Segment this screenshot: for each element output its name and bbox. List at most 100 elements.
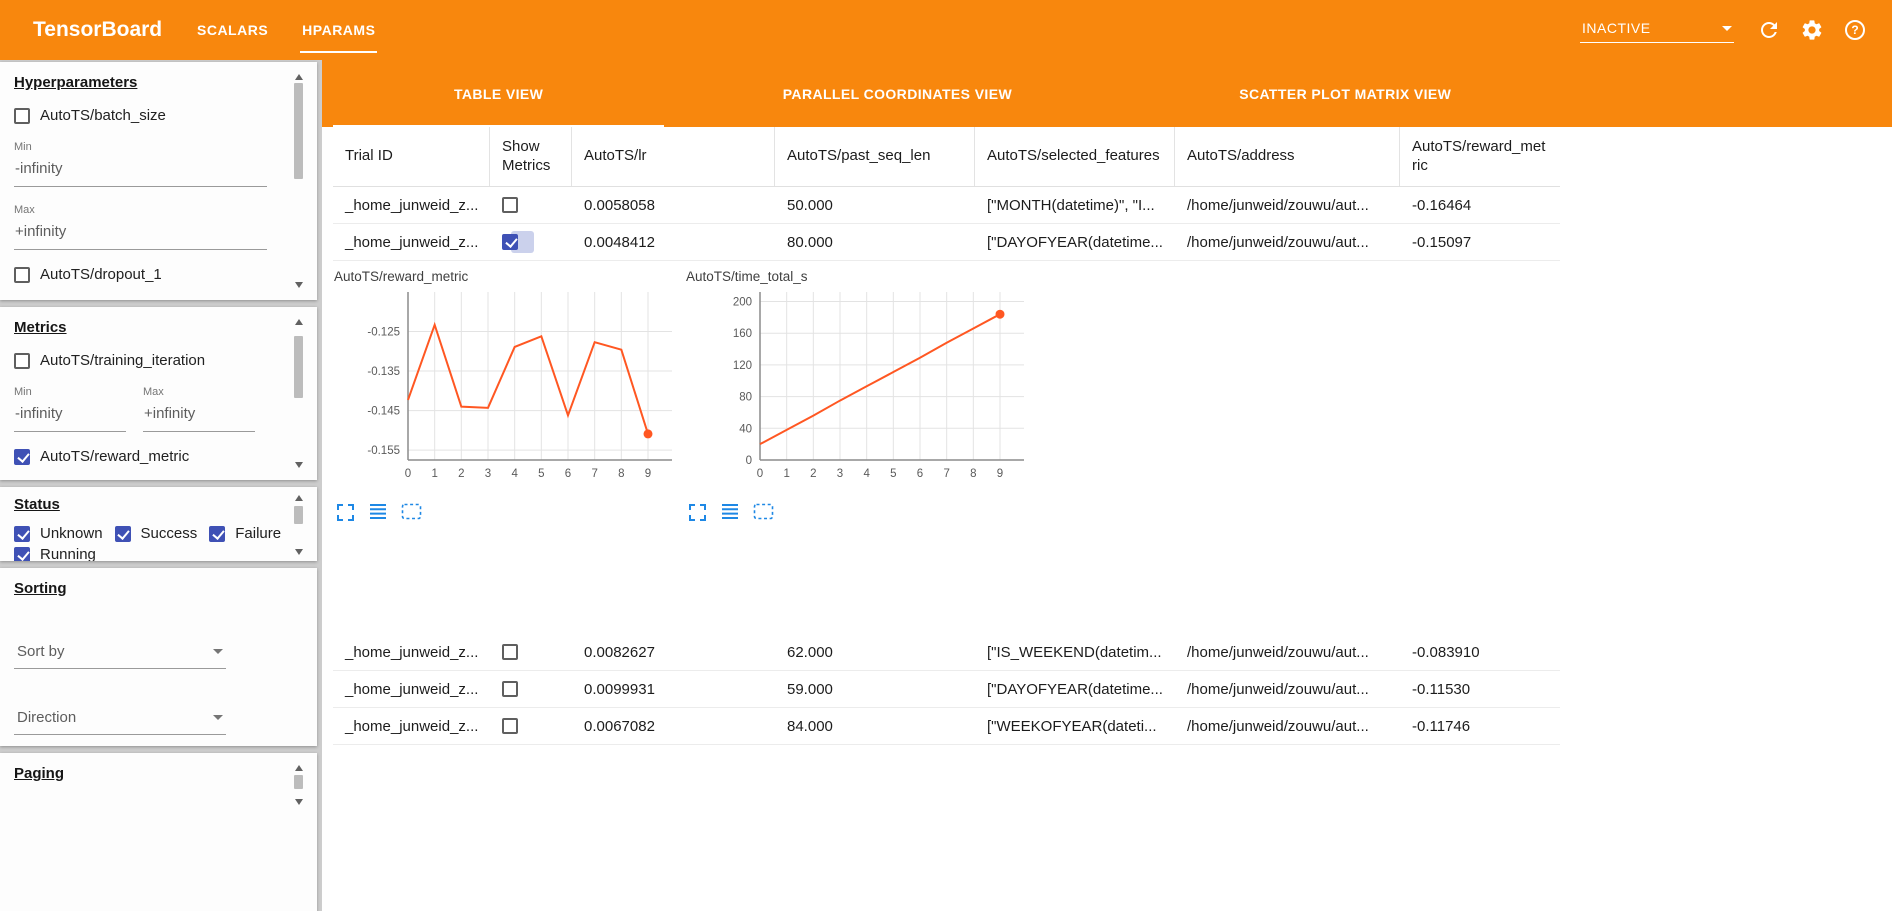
- dashed-box-icon[interactable]: [401, 503, 422, 522]
- direction-select[interactable]: Direction: [14, 705, 226, 735]
- trial-id-cell: _home_junweid_z...: [345, 233, 479, 251]
- status-failure-row[interactable]: Failure: [209, 525, 281, 542]
- svg-text:120: 120: [733, 360, 752, 372]
- selected-features-cell: ["WEEKOFYEAR(dateti...: [987, 717, 1157, 735]
- status-running-row[interactable]: Running: [14, 546, 303, 561]
- refresh-icon[interactable]: [1757, 18, 1781, 42]
- expand-icon[interactable]: [688, 503, 707, 522]
- chevron-down-icon: [213, 715, 223, 720]
- selected-features-cell: ["DAYOFYEAR(datetime...: [987, 233, 1163, 251]
- show-metrics-cell: [490, 224, 572, 260]
- metric-training-iteration-label: AutoTS/training_iteration: [40, 352, 206, 369]
- show-metrics-cell: [490, 708, 572, 744]
- scrollbar-thumb[interactable]: [294, 83, 303, 179]
- metric-reward-checkbox[interactable]: [14, 448, 30, 465]
- svg-text:2: 2: [458, 468, 464, 480]
- scroll-down-icon[interactable]: [294, 799, 303, 805]
- help-icon[interactable]: ?: [1843, 18, 1867, 42]
- show-metrics-checkbox[interactable]: [502, 718, 518, 734]
- selected-features-cell: ["MONTH(datetime)", "I...: [987, 196, 1155, 214]
- list-icon[interactable]: [369, 503, 387, 522]
- tab-scalars[interactable]: SCALARS: [180, 0, 285, 60]
- scrollbar-thumb[interactable]: [294, 506, 303, 524]
- reward-metric-cell: -0.11746: [1412, 717, 1471, 735]
- min-input[interactable]: -infinity: [14, 154, 267, 187]
- hparam-batch-size-row[interactable]: AutoTS/batch_size: [14, 107, 303, 124]
- table-row[interactable]: _home_junweid_z... 0.0099931 59.000 ["DA…: [333, 671, 1560, 708]
- scroll-down-icon[interactable]: [294, 462, 303, 468]
- sorting-title: Sorting: [14, 580, 67, 597]
- tab-scatter-plot-matrix-label: SCATTER PLOT MATRIX VIEW: [1239, 85, 1452, 102]
- status-success-checkbox[interactable]: [114, 525, 131, 542]
- col-address: AutoTS/address: [1175, 127, 1400, 186]
- settings-gear-icon[interactable]: [1800, 18, 1824, 42]
- status-success-row[interactable]: Success: [114, 525, 197, 542]
- scrollbar[interactable]: [293, 319, 304, 468]
- sidebar: Hyperparameters AutoTS/batch_size Min -i…: [0, 60, 322, 911]
- scrollbar[interactable]: [293, 765, 304, 805]
- table-row[interactable]: _home_junweid_z... 0.0082627 62.000 ["IS…: [333, 634, 1560, 671]
- past-seq-len-cell: 84.000: [787, 717, 833, 735]
- hyperparameters-title: Hyperparameters: [14, 74, 138, 91]
- show-metrics-checkbox[interactable]: [502, 681, 518, 697]
- scrollbar-thumb[interactable]: [294, 775, 303, 789]
- svg-text:1: 1: [783, 468, 789, 480]
- show-metrics-checkbox[interactable]: [502, 197, 518, 213]
- svg-text:2: 2: [810, 468, 816, 480]
- status-running-checkbox[interactable]: [14, 546, 30, 561]
- reload-status-dropdown[interactable]: INACTIVE: [1580, 17, 1734, 43]
- max-input[interactable]: +infinity: [14, 217, 267, 250]
- scroll-down-icon[interactable]: [294, 549, 303, 555]
- address-cell: /home/junweid/zouwu/aut...: [1187, 717, 1369, 735]
- hyperparameters-section: Hyperparameters AutoTS/batch_size Min -i…: [0, 62, 317, 300]
- table-row[interactable]: _home_junweid_z... 0.0067082 84.000 ["WE…: [333, 708, 1560, 745]
- selected-features-cell: ["DAYOFYEAR(datetime...: [987, 680, 1163, 698]
- max-input[interactable]: +infinity: [143, 399, 255, 432]
- metric-training-iteration-row[interactable]: AutoTS/training_iteration: [14, 352, 303, 369]
- lr-cell: 0.0067082: [584, 717, 655, 735]
- hparam-dropout-row[interactable]: AutoTS/dropout_1: [14, 266, 303, 283]
- status-failure-checkbox[interactable]: [209, 525, 226, 542]
- tab-hparams-label: HPARAMS: [302, 22, 376, 38]
- col-past-seq-len: AutoTS/past_seq_len: [775, 127, 975, 186]
- min-label: Min: [14, 141, 32, 153]
- expand-icon[interactable]: [336, 503, 355, 522]
- scrollbar[interactable]: [293, 495, 304, 555]
- sort-by-select[interactable]: Sort by: [14, 639, 226, 669]
- svg-text:9: 9: [997, 468, 1003, 480]
- trial-id-cell: _home_junweid_z...: [345, 196, 479, 214]
- svg-text:0: 0: [405, 468, 411, 480]
- scroll-up-icon[interactable]: [294, 319, 303, 325]
- metric-reward-row[interactable]: AutoTS/reward_metric: [14, 448, 303, 465]
- svg-text:5: 5: [538, 468, 544, 480]
- tab-table-view[interactable]: TABLE VIEW: [333, 60, 665, 127]
- metric-training-iteration-checkbox[interactable]: [14, 352, 30, 369]
- scroll-up-icon[interactable]: [294, 765, 303, 771]
- hparam-dropout-checkbox[interactable]: [14, 266, 30, 283]
- show-metrics-checkbox[interactable]: [502, 644, 518, 660]
- scrollbar[interactable]: [293, 74, 304, 288]
- reload-status-value: INACTIVE: [1582, 20, 1651, 36]
- scroll-up-icon[interactable]: [294, 74, 303, 80]
- status-unknown-checkbox[interactable]: [14, 525, 30, 542]
- scroll-up-icon[interactable]: [294, 495, 303, 501]
- tab-table-view-label: TABLE VIEW: [453, 85, 544, 102]
- tab-hparams[interactable]: HPARAMS: [285, 0, 392, 60]
- show-metrics-cell: [490, 671, 572, 707]
- reward-metric-chart: AutoTS/reward_metric -0.125 -0.135 -0.145-…: [333, 267, 685, 634]
- svg-text:-0.145: -0.145: [367, 406, 400, 418]
- selected-features-cell: ["IS_WEEKEND(datetim...: [987, 643, 1162, 661]
- min-input[interactable]: -infinity: [14, 399, 126, 432]
- table-row[interactable]: _home_junweid_z... 0.0058058 50.000 ["MO…: [333, 187, 1560, 224]
- hparam-batch-size-checkbox[interactable]: [14, 107, 30, 124]
- show-metrics-checkbox[interactable]: [502, 234, 518, 250]
- scrollbar-thumb[interactable]: [294, 336, 303, 398]
- list-icon[interactable]: [721, 503, 739, 522]
- status-unknown-row[interactable]: Unknown: [14, 525, 103, 542]
- past-seq-len-cell: 50.000: [787, 196, 833, 214]
- table-row[interactable]: _home_junweid_z... 0.0048412 80.000 ["DA…: [333, 224, 1560, 261]
- dashed-box-icon[interactable]: [753, 503, 774, 522]
- tab-parallel-coordinates-view[interactable]: PARALLEL COORDINATES VIEW: [664, 60, 1130, 127]
- scroll-down-icon[interactable]: [294, 282, 303, 288]
- tab-scatter-plot-matrix-view[interactable]: SCATTER PLOT MATRIX VIEW: [1131, 60, 1560, 127]
